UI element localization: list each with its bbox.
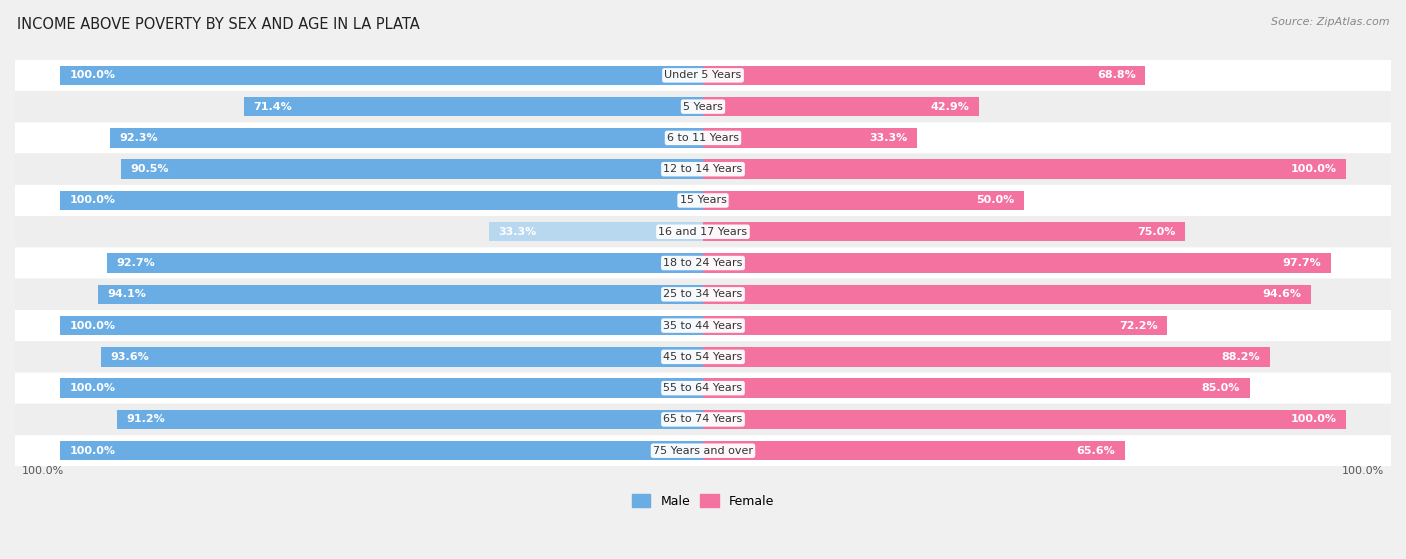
Text: 94.6%: 94.6% [1263,290,1302,299]
Text: 18 to 24 Years: 18 to 24 Years [664,258,742,268]
Bar [703,253,1331,273]
Bar [243,97,703,116]
Text: 6 to 11 Years: 6 to 11 Years [666,133,740,143]
Bar [703,191,1025,210]
Bar [703,441,1125,461]
Text: 55 to 64 Years: 55 to 64 Years [664,383,742,393]
Text: 90.5%: 90.5% [131,164,169,174]
Text: 68.8%: 68.8% [1097,70,1136,80]
Text: 15 Years: 15 Years [679,196,727,206]
Text: 45 to 54 Years: 45 to 54 Years [664,352,742,362]
Bar [60,316,703,335]
Text: 12 to 14 Years: 12 to 14 Years [664,164,742,174]
Text: 94.1%: 94.1% [108,290,146,299]
FancyBboxPatch shape [15,435,1391,466]
FancyBboxPatch shape [15,216,1391,248]
Bar [60,191,703,210]
Bar [489,222,703,241]
FancyBboxPatch shape [15,60,1391,91]
Bar [703,285,1312,304]
Text: 100.0%: 100.0% [70,446,115,456]
Text: 100.0%: 100.0% [70,383,115,393]
FancyBboxPatch shape [15,279,1391,310]
Text: INCOME ABOVE POVERTY BY SEX AND AGE IN LA PLATA: INCOME ABOVE POVERTY BY SEX AND AGE IN L… [17,17,419,32]
FancyBboxPatch shape [15,248,1391,279]
Bar [60,441,703,461]
Bar [703,97,979,116]
Bar [107,253,703,273]
Bar [703,128,917,148]
Text: 100.0%: 100.0% [70,321,115,330]
Text: 5 Years: 5 Years [683,102,723,112]
Bar [101,347,703,367]
Text: 100.0%: 100.0% [70,196,115,206]
Text: 91.2%: 91.2% [127,414,165,424]
Text: 75 Years and over: 75 Years and over [652,446,754,456]
Text: 100.0%: 100.0% [1291,414,1336,424]
Text: 33.3%: 33.3% [499,227,537,237]
Text: 92.7%: 92.7% [117,258,155,268]
FancyBboxPatch shape [15,341,1391,372]
Text: 25 to 34 Years: 25 to 34 Years [664,290,742,299]
Text: 72.2%: 72.2% [1119,321,1157,330]
Text: 75.0%: 75.0% [1137,227,1175,237]
Text: 35 to 44 Years: 35 to 44 Years [664,321,742,330]
Bar [117,410,703,429]
FancyBboxPatch shape [15,122,1391,154]
Text: 97.7%: 97.7% [1282,258,1322,268]
Bar [703,159,1346,179]
Text: 100.0%: 100.0% [70,70,115,80]
Bar [703,316,1167,335]
Text: Source: ZipAtlas.com: Source: ZipAtlas.com [1271,17,1389,27]
FancyBboxPatch shape [15,154,1391,185]
Bar [98,285,703,304]
Bar [121,159,703,179]
Bar [703,378,1250,398]
Bar [60,65,703,85]
Text: 100.0%: 100.0% [1343,466,1385,476]
Text: 92.3%: 92.3% [120,133,157,143]
FancyBboxPatch shape [15,310,1391,341]
Text: 16 and 17 Years: 16 and 17 Years [658,227,748,237]
Text: 100.0%: 100.0% [21,466,63,476]
FancyBboxPatch shape [15,91,1391,122]
Text: 65 to 74 Years: 65 to 74 Years [664,414,742,424]
Text: 85.0%: 85.0% [1202,383,1240,393]
Text: 100.0%: 100.0% [1291,164,1336,174]
Bar [703,410,1346,429]
Text: 71.4%: 71.4% [253,102,292,112]
Bar [703,65,1146,85]
Bar [110,128,703,148]
Bar [60,378,703,398]
FancyBboxPatch shape [15,372,1391,404]
Legend: Male, Female: Male, Female [627,489,779,513]
Text: 65.6%: 65.6% [1077,446,1115,456]
Text: Under 5 Years: Under 5 Years [665,70,741,80]
Text: 33.3%: 33.3% [869,133,907,143]
FancyBboxPatch shape [15,404,1391,435]
Bar [703,347,1270,367]
Text: 42.9%: 42.9% [931,102,969,112]
FancyBboxPatch shape [15,185,1391,216]
Text: 93.6%: 93.6% [111,352,149,362]
Bar [703,222,1185,241]
Text: 50.0%: 50.0% [977,196,1015,206]
Text: 88.2%: 88.2% [1222,352,1260,362]
